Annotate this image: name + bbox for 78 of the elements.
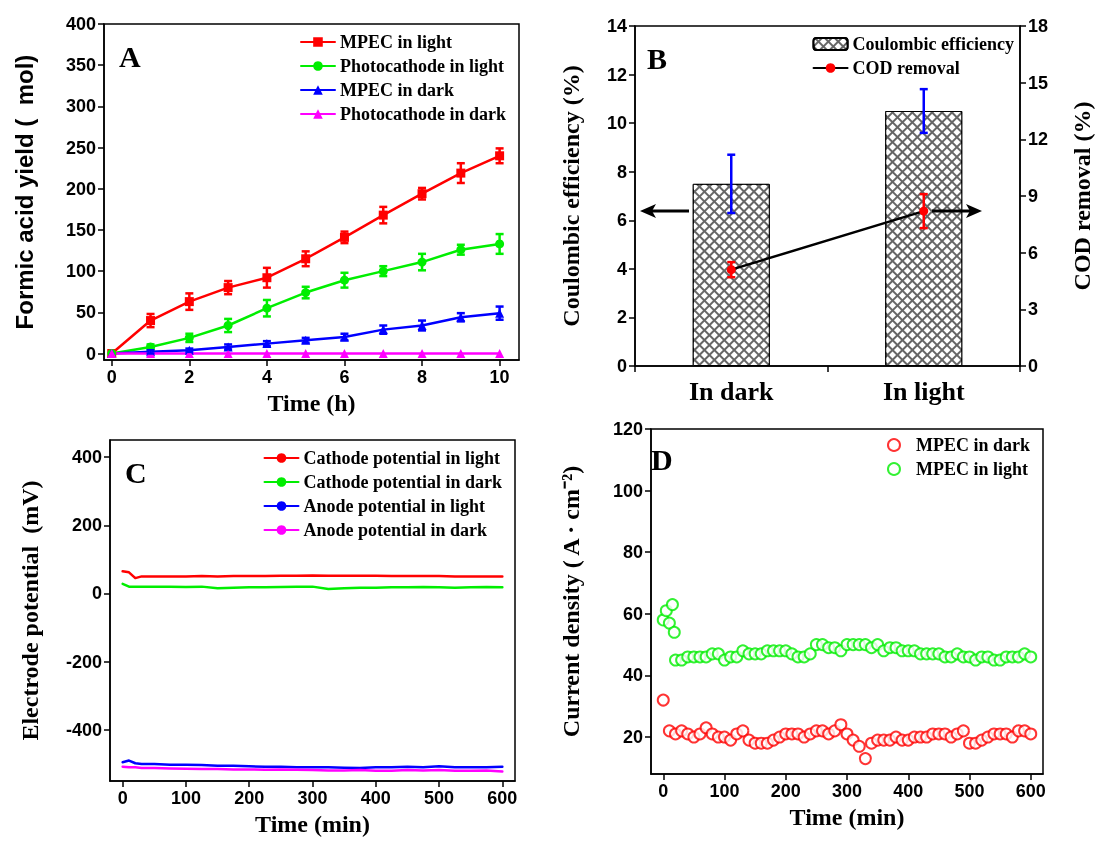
legend-label: Cathode potential in light [303,448,500,468]
y-tick-label: 50 [75,302,96,323]
y-tick-label: 80 [622,542,643,563]
y2-axis-title: COD removal (%) [1069,101,1095,291]
y-tick-label: -400 [65,719,102,740]
x-tick-label: 600 [487,788,518,808]
x-tick-label: 0 [117,788,128,808]
x-tick-label: 100 [170,788,201,808]
y2-tick-label: 12 [1028,129,1049,150]
y2-tick-label: 15 [1028,72,1049,93]
x-tick-label: 500 [954,781,985,801]
y-tick-label: 300 [65,96,96,117]
x-tick-label: 200 [770,781,801,801]
y-tick-label: 8 [616,161,627,182]
legend-label: Anode potential in dark [303,520,488,540]
x-axis-title: Time (h) [267,390,356,416]
x-tick-label: 0 [658,781,669,801]
x-tick-label: 4 [261,367,272,388]
y-tick-label: 120 [612,419,643,439]
x-tick-label: 200 [234,788,265,808]
y-tick-label: 250 [65,137,96,158]
legend-label: Photocathode in dark [339,104,507,124]
y2-tick-label: 3 [1028,299,1039,320]
x-tick-label: 400 [360,788,391,808]
y-tick-label: 20 [622,727,643,748]
y-axis-title: Electrode potential (mV) [17,480,43,741]
legend-label: MPEC in light [339,32,452,52]
y-tick-label: 200 [65,178,96,199]
x-axis-title: Time (min) [789,803,905,830]
x-tick-label: 300 [831,781,863,801]
y-tick-label: 150 [65,219,96,240]
x-tick-label: 300 [297,788,328,808]
y-tick-label: 400 [65,14,96,34]
x-tick-label: In light [882,376,965,406]
y-tick-label: 200 [71,515,102,536]
y-tick-label: 6 [616,210,627,231]
y-tick-label: 0 [91,583,102,604]
y-axis-title: Current density ( A · cm⁻²) [558,465,584,738]
y-tick-label: 400 [71,447,102,468]
x-axis-title: Time (min) [255,810,370,837]
legend-label: MPEC in dark [339,80,454,100]
x-tick-label: 400 [893,781,924,801]
legend-label: Coulombic efficiency [852,34,1014,54]
y-axis-title: Coulombic efficiency (%) [558,65,584,327]
y2-tick-label: 9 [1028,186,1039,206]
legend-label: Anode potential in light [303,496,486,516]
legend-label: COD removal [852,58,960,78]
y-tick-label: 14 [606,16,627,36]
x-tick-label: 0 [106,367,117,388]
x-tick-label: 600 [1015,781,1046,801]
x-tick-label: 8 [417,367,428,388]
y-tick-label: 0 [85,343,96,364]
legend-label: Cathode potential in dark [303,472,502,492]
legend-label: MPEC in dark [915,435,1030,455]
y-tick-label: -200 [65,651,102,672]
y-tick-label: 40 [622,665,643,686]
legend-label: Photocathode in light [339,56,504,76]
y2-tick-label: 18 [1028,16,1049,36]
y-tick-label: 12 [606,64,627,85]
x-tick-label: 10 [489,367,510,388]
y-tick-label: 2 [616,307,627,328]
text: C [125,455,147,489]
y-tick-label: 100 [612,480,643,501]
y-tick-label: 350 [65,55,96,76]
y-tick-label: 4 [616,258,627,279]
x-tick-label: 6 [339,367,350,388]
y-tick-label: 60 [622,603,643,624]
legend-label: MPEC in light [915,459,1028,479]
text: A [119,39,141,73]
y-axis-title: Formic acid yield ( mol) [10,54,38,330]
y-tick-label: 10 [606,113,627,134]
x-tick-label: In dark [688,376,775,406]
y-tick-label: 100 [65,261,96,282]
x-tick-label: 100 [709,781,740,801]
y2-tick-label: 6 [1028,242,1039,263]
x-tick-label: 2 [184,367,195,388]
text: B [647,41,668,75]
x-tick-label: 500 [424,788,455,808]
